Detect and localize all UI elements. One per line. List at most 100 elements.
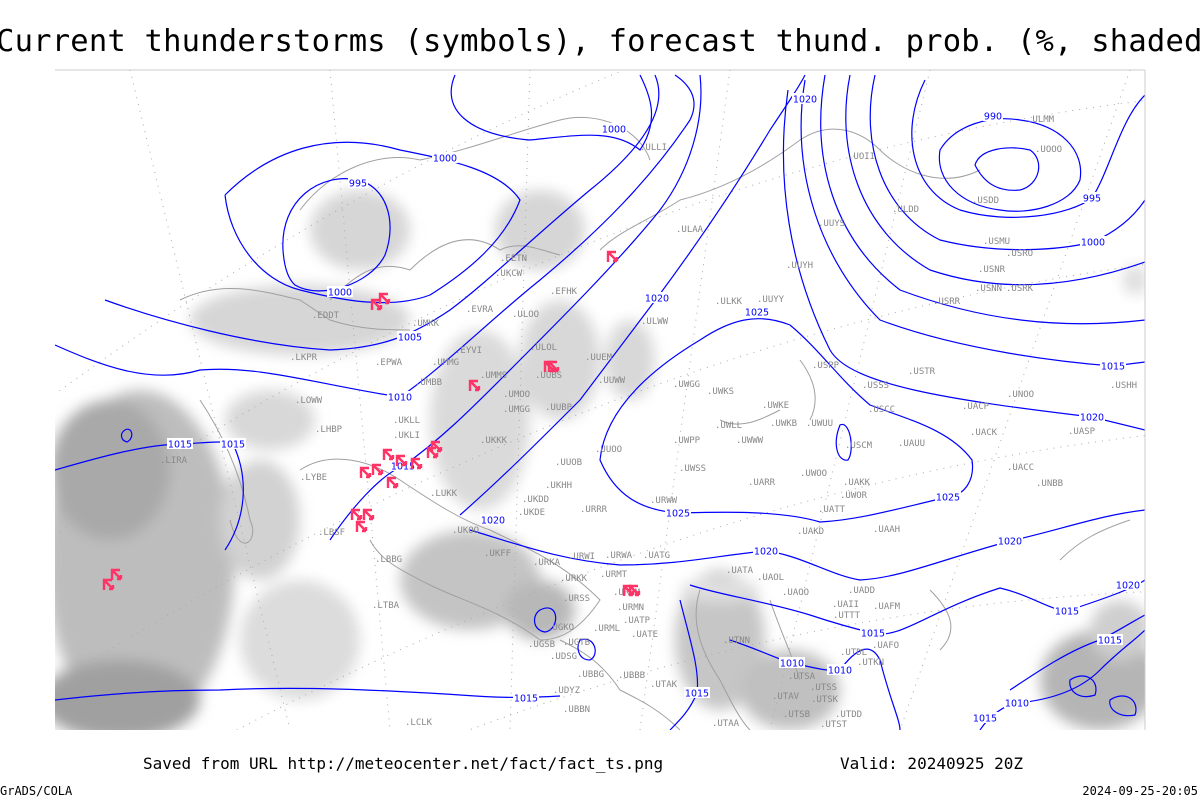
- isobar: [534, 607, 557, 633]
- station-label: .UWKE: [762, 401, 789, 411]
- station-label: .UGTB: [563, 638, 590, 648]
- station-label: .UMBB: [415, 378, 442, 388]
- isobar-label-bg: [220, 438, 246, 449]
- probability-shade: [1123, 265, 1145, 295]
- station-label: .UWPP: [673, 436, 701, 446]
- isobar-label-bg: [972, 712, 998, 723]
- software-credit: GrADS/COLA: [0, 784, 73, 798]
- station-label: .UDSG: [550, 652, 577, 662]
- thunderstorm-icon: [382, 448, 395, 461]
- coastline: [929, 589, 952, 651]
- station-label: .UWOO: [800, 469, 827, 479]
- station-label: .UAUU: [898, 439, 925, 449]
- station-label: .UTTT: [833, 611, 861, 621]
- isobar-label-bg: [935, 491, 961, 502]
- station-label: .UTSA: [788, 672, 816, 682]
- isobar-label: 1020: [998, 537, 1022, 548]
- isobar-label: 1015: [391, 462, 415, 473]
- station-label: .UUYS: [818, 219, 845, 229]
- station-label: .UUYY: [757, 295, 785, 305]
- grid-line: [55, 100, 1145, 536]
- station-label: .UTST: [820, 720, 848, 730]
- coastline: [199, 399, 254, 544]
- station-label: .EETN: [500, 254, 527, 264]
- probability-shade: [220, 460, 300, 580]
- station-label: .UNBB: [1036, 479, 1063, 489]
- probability-shade: [520, 300, 600, 420]
- station-label: .URML: [593, 624, 620, 634]
- thunderstorm-icon: [370, 298, 383, 311]
- station-label: .UATE: [631, 630, 658, 640]
- station-label: .UKHH: [545, 481, 572, 491]
- isobar-label-bg: [397, 331, 423, 342]
- station-label: .UACC: [1007, 463, 1034, 473]
- probability-shade: [310, 190, 410, 270]
- thunderstorm-icon: [622, 584, 635, 597]
- probability-shade: [240, 580, 360, 700]
- isobar: [104, 74, 660, 351]
- probability-shade: [225, 390, 315, 450]
- station-label: .UASP: [1068, 427, 1096, 437]
- station-label: .UTNN: [723, 636, 750, 646]
- isobar-label: 1015: [685, 689, 709, 700]
- isobar-label-bg: [387, 391, 413, 402]
- station-label: .UTDD: [835, 710, 862, 720]
- station-label: .UTAV: [772, 692, 800, 702]
- isobar-label-bg: [432, 152, 458, 163]
- isobar-label-bg: [644, 292, 670, 303]
- isobar-label-bg: [1100, 360, 1126, 371]
- thunderstorm-icon: [606, 250, 619, 263]
- isobar: [329, 74, 702, 541]
- station-label: .USTR: [908, 367, 936, 377]
- station-label: .LKPR: [290, 353, 318, 363]
- isobar: [782, 89, 1145, 431]
- station-label: .UTSB: [783, 710, 810, 720]
- station-label: .UATP: [623, 616, 651, 626]
- station-label: .ULAA: [676, 225, 704, 235]
- station-label: .UNOO: [1007, 390, 1034, 400]
- station-label: .UWSS: [679, 464, 706, 474]
- isobar-label: 1015: [1101, 362, 1125, 373]
- isobar-label: 1015: [973, 714, 997, 725]
- station-label: .EFHK: [550, 287, 578, 297]
- probability-shade: [680, 578, 760, 602]
- station-labels: .LIRA .LKPR .EDDT .EPWA .LOWW .LHBP .LYBE .LBSF…: [160, 115, 1137, 730]
- isobar-label: 1020: [793, 95, 817, 106]
- station-label: .UMMG: [432, 358, 459, 368]
- coastline: [179, 287, 411, 331]
- station-label: .UTDL: [840, 648, 867, 658]
- station-label: .LTBA: [372, 601, 400, 611]
- isobar-label: 1000: [328, 288, 352, 299]
- station-label: .UGSB: [528, 640, 555, 650]
- station-label: .UUOB: [555, 458, 582, 468]
- station-label: .USRO: [1006, 249, 1033, 259]
- station-label: .USHH: [1110, 381, 1137, 391]
- station-label: .USCC: [868, 405, 895, 415]
- isobar-label: 1015: [168, 440, 192, 451]
- isobar-label: 1020: [1116, 581, 1140, 592]
- station-label: .USMU: [983, 237, 1010, 247]
- station-label: .ULMM: [1027, 115, 1055, 125]
- coastline: [299, 458, 601, 641]
- probability-shade: [55, 400, 170, 540]
- station-label: .EYVI: [455, 346, 482, 356]
- isobar: [1109, 695, 1137, 717]
- station-label: .URMN: [617, 603, 644, 613]
- isobar-label-bg: [348, 177, 368, 188]
- station-label: .URKK: [560, 574, 588, 584]
- station-label: .LYBE: [300, 473, 327, 483]
- station-label: .UGKO: [547, 623, 574, 633]
- station-label: .UKCW: [495, 269, 523, 279]
- isobar-label: 990: [984, 112, 1002, 123]
- isobar-label-bg: [1115, 579, 1141, 590]
- station-label: .UBBN: [563, 705, 590, 715]
- isobar: [820, 74, 1145, 325]
- station-label: .ULOL: [530, 343, 557, 353]
- station-label: .ULWW: [641, 317, 669, 327]
- isobar-label-bg: [1097, 634, 1123, 645]
- isobar-label-bg: [827, 664, 853, 675]
- station-label: .URWI: [568, 552, 595, 562]
- station-label: .UAOO: [782, 588, 809, 598]
- station-label: .UWGG: [673, 380, 700, 390]
